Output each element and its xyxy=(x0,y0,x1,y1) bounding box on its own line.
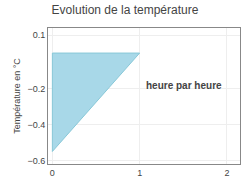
svg-text:0: 0 xyxy=(50,168,55,178)
svg-text:Evolution de la température: Evolution de la température xyxy=(52,3,199,17)
svg-text:Température en °C: Température en °C xyxy=(12,58,22,134)
svg-text:2: 2 xyxy=(224,168,229,178)
svg-text:−0.4: −0.4 xyxy=(27,120,45,130)
svg-text:0.1: 0.1 xyxy=(33,30,46,40)
svg-text:1: 1 xyxy=(137,168,142,178)
svg-text:−0.2: −0.2 xyxy=(27,84,45,94)
svg-text:−0.6: −0.6 xyxy=(27,156,45,166)
svg-text:heure par heure: heure par heure xyxy=(146,80,222,91)
